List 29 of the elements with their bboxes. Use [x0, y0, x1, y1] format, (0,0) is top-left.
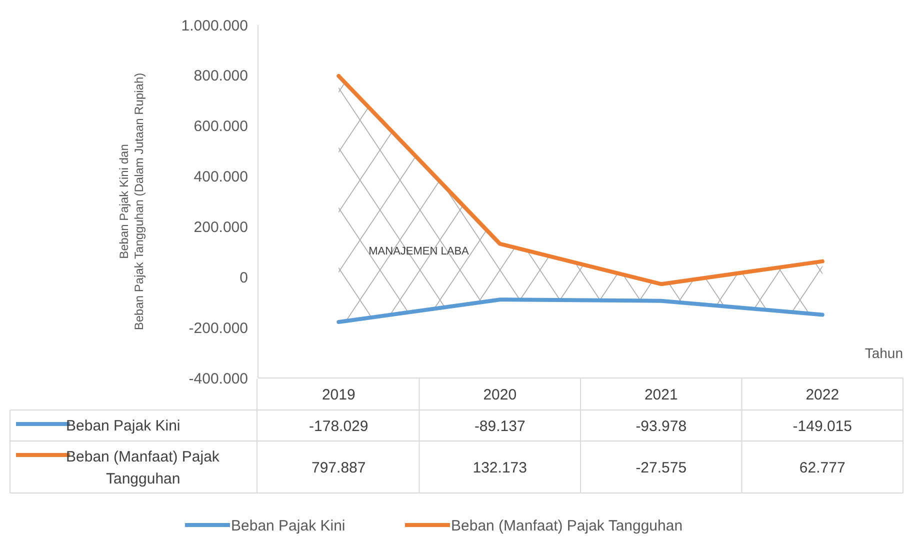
x-axis-title: Tahun: [864, 345, 903, 361]
x-tick-label: 2020: [483, 386, 517, 404]
y-tick-label: 0: [240, 269, 248, 286]
data-label: -89.137: [474, 418, 526, 435]
y-tick-label: 200.000: [194, 218, 248, 236]
annotation: MANAJEMEN LABA: [368, 245, 470, 258]
line-series: [336, 298, 824, 324]
data-label: -178.029: [309, 418, 368, 435]
x-tick-label: 2021: [644, 386, 678, 404]
y-axis-title: Beban Pajak Kini dan Beban Pajak Tangguhan (Dalam Jutaan Rupiah): [117, 72, 146, 330]
y-tick-label: 400.000: [194, 168, 248, 186]
text: Beban Pajak Kini: [231, 517, 346, 534]
y-tick-label: -200.000: [188, 320, 248, 337]
text: Beban (Manfaat) Pajak Tangguhan: [451, 517, 683, 534]
y-tick-label: 800.000: [194, 68, 248, 85]
y-tick-label: -400.000: [188, 370, 248, 388]
data-label: -149.015: [792, 418, 852, 435]
data-label: -93.978: [636, 418, 687, 435]
x-tick-label: 2022: [806, 386, 840, 404]
data-label: 132.173: [472, 459, 527, 476]
line-series: [336, 74, 824, 286]
legend-label: Beban (Manfaat) Pajak Tangguhan: [66, 448, 220, 488]
legend-label: Beban Pajak Kini: [66, 417, 180, 434]
x-tick-label: 2019: [322, 386, 356, 404]
data-label: 62.777: [799, 459, 846, 476]
data-label: 797.887: [312, 459, 366, 476]
y-tick-label: 600.000: [194, 118, 248, 136]
y-tick-label: 1.000.000: [181, 17, 248, 34]
data-label: -27.575: [636, 459, 687, 476]
